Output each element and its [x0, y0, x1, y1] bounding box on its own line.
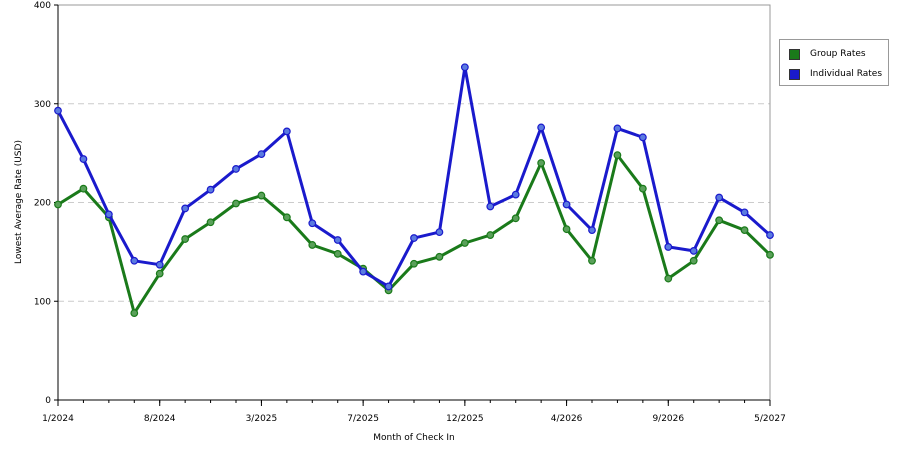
data-point: [588, 226, 596, 235]
data-point: [562, 225, 571, 234]
data-point: [588, 256, 596, 265]
data-point: [181, 204, 190, 213]
data-point: [537, 159, 546, 167]
series-line: [57, 153, 772, 315]
axis-labels: 0 100 200 300 400 1/2024 8/2024 3/2025 7/2025 12/…: [14, 1, 786, 443]
data-point: [638, 184, 647, 193]
data-point: [54, 106, 62, 115]
data-point: [435, 252, 444, 261]
data-point: [562, 200, 571, 209]
data-point: [740, 208, 749, 217]
data-point: [613, 151, 622, 160]
data-point: [206, 185, 215, 194]
data-point: [155, 269, 164, 278]
data-point: [740, 226, 749, 235]
legend-swatch-group: [789, 49, 800, 60]
data-point: [206, 218, 215, 227]
x-tick-label: 8/2024: [144, 414, 176, 424]
y-tick-label: 200: [34, 199, 51, 209]
y-tick-label: 100: [34, 297, 51, 307]
legend: Group Rates Individual Rates: [779, 39, 889, 86]
data-point: [715, 216, 724, 225]
x-tick-label: 12/2025: [446, 414, 483, 424]
x-tick-label: 1/2024: [42, 414, 74, 424]
axes: [54, 4, 771, 406]
x-tick-label: 9/2026: [652, 414, 684, 424]
data-point: [232, 199, 240, 208]
data-point: [282, 127, 291, 136]
data-point: [104, 210, 113, 219]
data-point: [181, 235, 190, 243]
data-point: [486, 231, 495, 239]
data-point: [664, 274, 673, 283]
data-point: [689, 256, 698, 265]
data-point: [511, 214, 520, 223]
y-axis-title: Lowest Average Rate (USD): [14, 140, 24, 264]
series-line: [56, 65, 771, 288]
data-point: [537, 123, 546, 132]
legend-swatch-individual: [789, 69, 800, 80]
data-point: [333, 236, 342, 244]
data-point: [155, 260, 164, 269]
data-point: [435, 228, 444, 237]
data-point: [613, 124, 622, 133]
data-point: [766, 250, 774, 259]
data-point: [79, 184, 88, 193]
data-point: [257, 150, 266, 159]
data-point: [384, 282, 393, 291]
series-individual-rates: [54, 63, 774, 291]
data-point: [79, 155, 88, 163]
data-point: [359, 267, 368, 276]
data-point: [308, 219, 317, 228]
data-point: [511, 190, 520, 199]
x-tick-label: 3/2025: [246, 414, 278, 424]
data-point: [638, 133, 647, 142]
x-tick-label: 4/2026: [551, 414, 583, 424]
data-point: [308, 241, 317, 249]
x-axis-title: Month of Check In: [373, 433, 455, 443]
y-tick-label: 400: [34, 1, 51, 11]
grid-lines: [58, 103, 770, 302]
x-tick-label: 7/2025: [347, 414, 379, 424]
y-tick-label: 0: [45, 396, 51, 406]
data-point: [689, 246, 698, 255]
data-point: [410, 259, 418, 268]
data-point: [282, 213, 291, 222]
data-point: [410, 234, 418, 242]
data-point: [257, 191, 266, 200]
x-tick-label: 5/2027: [754, 414, 786, 424]
series-layer: [54, 63, 774, 318]
series-group-rates: [54, 151, 774, 318]
data-point: [460, 239, 469, 247]
data-point: [460, 63, 469, 72]
data-point: [130, 309, 139, 318]
y-tick-label: 300: [34, 100, 51, 110]
legend-label-individual: Individual Rates: [810, 69, 883, 79]
data-point: [333, 249, 342, 258]
data-point: [715, 193, 724, 202]
data-point: [766, 231, 774, 239]
data-point: [232, 165, 240, 173]
data-point: [664, 243, 673, 251]
data-point: [130, 256, 139, 265]
legend-label-group: Group Rates: [810, 49, 866, 59]
data-point: [54, 200, 62, 209]
data-point: [486, 202, 495, 211]
